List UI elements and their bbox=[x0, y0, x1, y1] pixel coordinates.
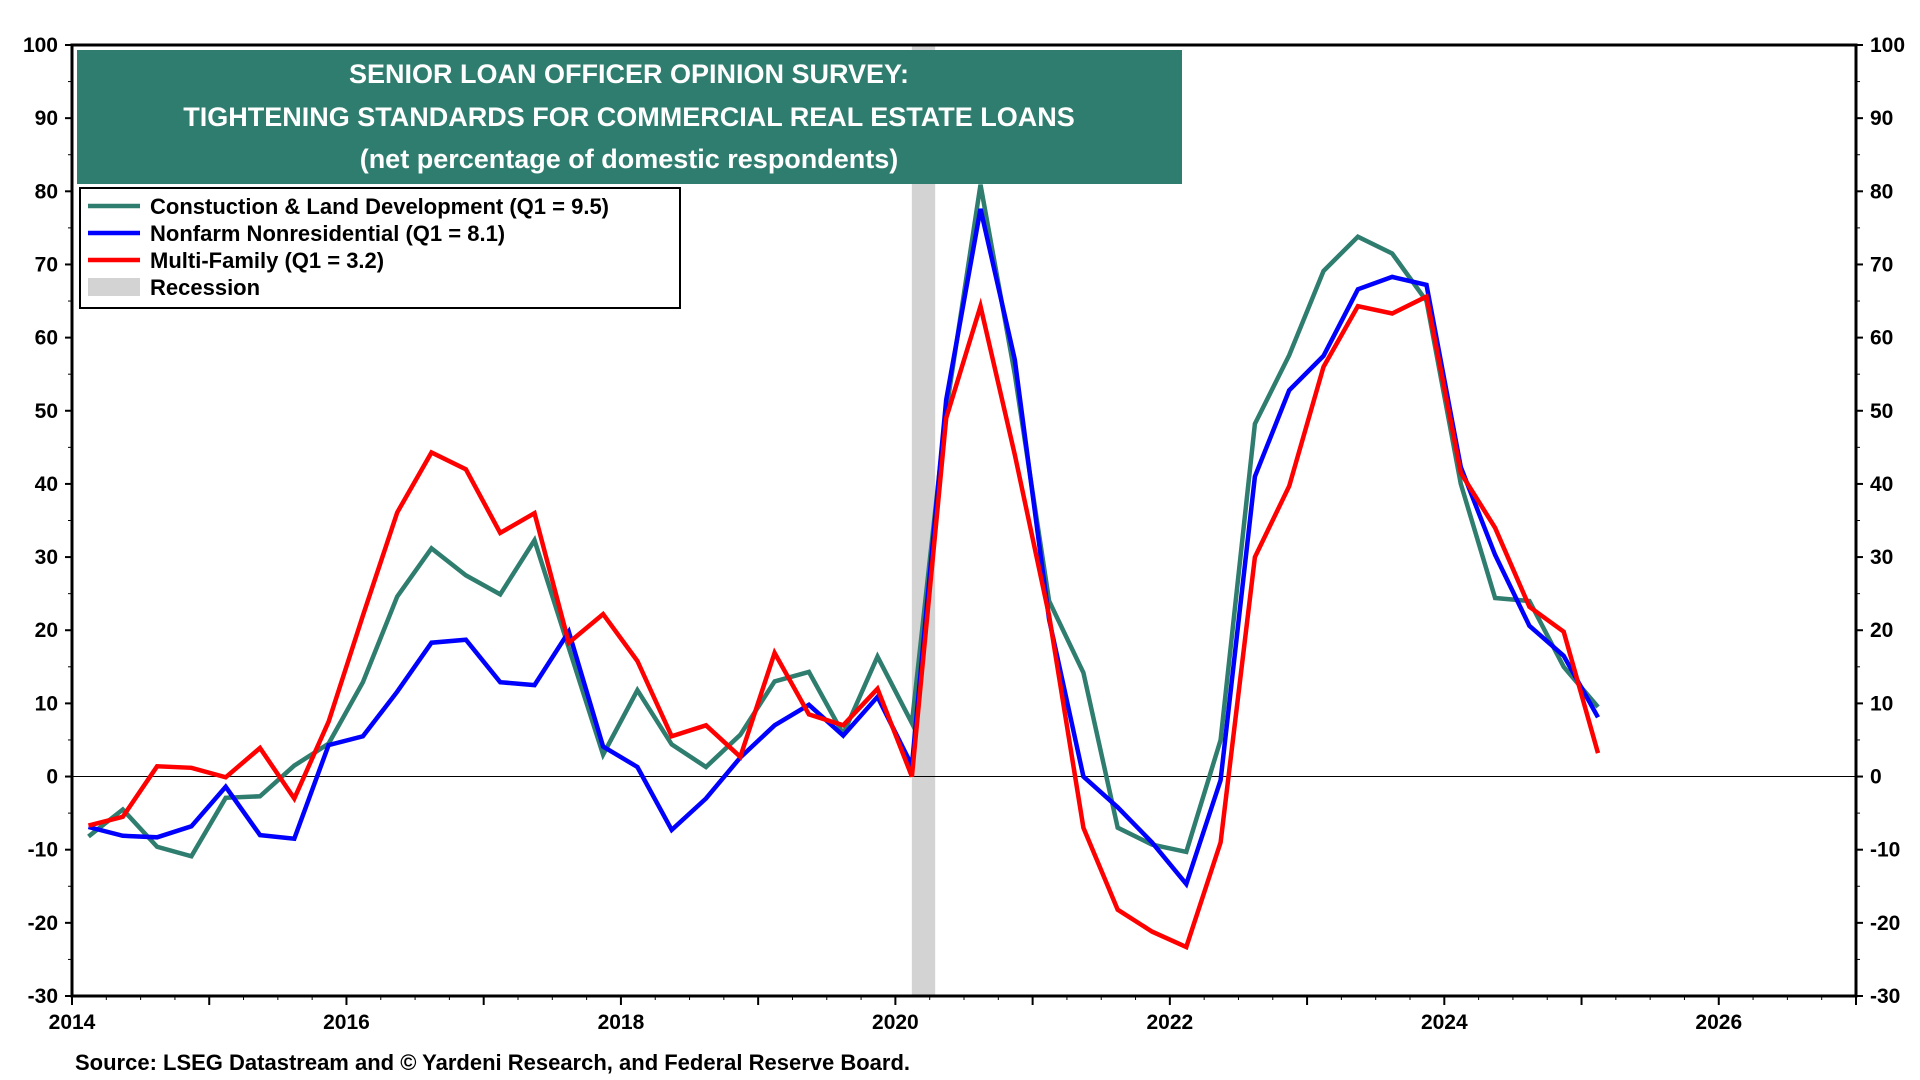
legend-label-2: Nonfarm Nonresidential (Q1 = 8.1) bbox=[150, 221, 505, 246]
x-tick-label: 2016 bbox=[323, 1011, 370, 1034]
y-tick-label-left: 40 bbox=[35, 473, 58, 496]
legend-label-4: Recession bbox=[150, 275, 260, 300]
y-tick-label-left: 80 bbox=[35, 180, 58, 203]
y-tick-label-right: 0 bbox=[1870, 766, 1882, 789]
source-note: Source: LSEG Datastream and © Yardeni Re… bbox=[75, 1050, 910, 1075]
x-tick-label: 2024 bbox=[1421, 1011, 1468, 1034]
title-box: SENIOR LOAN OFFICER OPINION SURVEY: TIGH… bbox=[77, 50, 1182, 184]
y-tick-label-right: 80 bbox=[1870, 180, 1893, 203]
y-tick-label-left: 100 bbox=[23, 34, 58, 57]
legend-label-3: Multi-Family (Q1 = 3.2) bbox=[150, 248, 384, 273]
y-tick-label-right: 70 bbox=[1870, 253, 1893, 276]
y-tick-label-right: 90 bbox=[1870, 107, 1893, 130]
recession-layer bbox=[911, 45, 936, 996]
y-tick-label-left: 50 bbox=[35, 400, 58, 423]
y-tick-label-right: 50 bbox=[1870, 400, 1893, 423]
legend-label-1: Constuction & Land Development (Q1 = 9.5… bbox=[150, 194, 609, 219]
y-tick-label-right: -20 bbox=[1870, 912, 1900, 935]
legend-swatch-recession bbox=[88, 278, 140, 296]
x-tick-label: 2022 bbox=[1146, 1011, 1193, 1034]
y-tick-label-right: -10 bbox=[1870, 839, 1900, 862]
x-tick-label: 2026 bbox=[1695, 1011, 1742, 1034]
y-tick-label-left: 30 bbox=[35, 546, 58, 569]
y-tick-label-left: -10 bbox=[28, 839, 58, 862]
chart-note: (net percentage of domestic respondents) bbox=[360, 144, 899, 174]
y-tick-label-left: 70 bbox=[35, 253, 58, 276]
y-tick-label-left: 10 bbox=[35, 692, 58, 715]
series-lines bbox=[87, 184, 1601, 951]
y-tick-label-left: -20 bbox=[28, 912, 58, 935]
plot-frame bbox=[70, 43, 1858, 998]
x-tick-label: 2020 bbox=[872, 1011, 919, 1034]
y-tick-label-left: 20 bbox=[35, 619, 58, 642]
chart-subtitle: TIGHTENING STANDARDS FOR COMMERCIAL REAL… bbox=[183, 102, 1075, 132]
y-tick-label-right: 100 bbox=[1870, 34, 1905, 57]
y-tick-label-left: 0 bbox=[46, 766, 58, 789]
x-tick-label: 2018 bbox=[598, 1011, 645, 1034]
y-tick-label-left: 60 bbox=[35, 327, 58, 350]
legend-box bbox=[79, 187, 681, 309]
legend: Constuction & Land Development (Q1 = 9.5… bbox=[79, 187, 681, 309]
y-tick-label-right: 60 bbox=[1870, 327, 1893, 350]
series-line-3 bbox=[87, 293, 1601, 951]
y-tick-label-right: 30 bbox=[1870, 546, 1893, 569]
x-tick-label: 2014 bbox=[49, 1011, 96, 1034]
y-tick-label-left: 90 bbox=[35, 107, 58, 130]
y-tick-label-left: -30 bbox=[28, 985, 58, 1008]
recession-band bbox=[911, 45, 936, 996]
chart-title: SENIOR LOAN OFFICER OPINION SURVEY: bbox=[349, 59, 909, 89]
series-line-2 bbox=[87, 208, 1600, 889]
title-background bbox=[77, 50, 1182, 184]
y-tick-label-right: 20 bbox=[1870, 619, 1893, 642]
y-tick-label-right: 40 bbox=[1870, 473, 1893, 496]
y-tick-label-right: -30 bbox=[1870, 985, 1900, 1008]
y-tick-label-right: 10 bbox=[1870, 692, 1893, 715]
